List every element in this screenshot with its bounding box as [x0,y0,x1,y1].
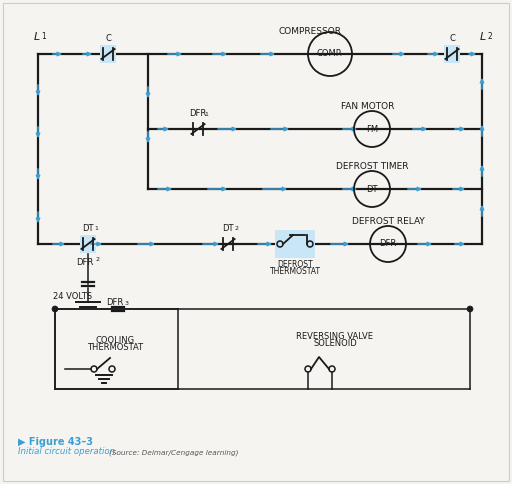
Text: THERMOSTAT: THERMOSTAT [269,267,321,276]
Text: DEFROST TIMER: DEFROST TIMER [336,162,408,171]
Text: Initial circuit operation.: Initial circuit operation. [18,447,118,456]
Text: DFR: DFR [106,298,123,307]
Text: DEFROST: DEFROST [277,260,313,269]
Text: DEFROST RELAY: DEFROST RELAY [352,217,424,226]
Text: C: C [105,34,111,43]
Text: DT: DT [366,184,378,194]
Text: ▶ Figure 43–3: ▶ Figure 43–3 [18,437,93,447]
Bar [100,45,116,63]
Bar [444,45,460,63]
Text: DFR: DFR [76,258,94,267]
Text: 24 VOLTS: 24 VOLTS [53,292,92,301]
Text: L: L [34,32,40,42]
Text: 1: 1 [94,227,98,231]
Text: REVERSING VALVE: REVERSING VALVE [296,332,373,341]
Text: FM: FM [366,124,378,134]
Text: DFR: DFR [189,109,207,118]
Text: COMP.: COMP. [317,49,343,59]
Text: DT: DT [222,224,234,233]
Text: THERMOSTAT: THERMOSTAT [87,343,143,352]
Bar [275,230,315,258]
Text: DFR: DFR [379,240,397,248]
Text: COOLING: COOLING [95,336,135,345]
Text: (Source: Delmar/Cengage learning): (Source: Delmar/Cengage learning) [109,450,239,456]
Bar [80,235,96,253]
Text: 1: 1 [204,111,208,117]
Text: 2: 2 [487,32,493,41]
Circle shape [467,306,473,312]
Text: COMPRESSOR: COMPRESSOR [279,27,342,36]
Text: 3: 3 [125,301,129,306]
Text: 2: 2 [234,227,238,231]
Circle shape [52,306,58,312]
Text: FAN MOTOR: FAN MOTOR [342,102,395,111]
Text: 1: 1 [41,32,47,41]
Text: 2: 2 [95,257,99,262]
Text: SOLENOID: SOLENOID [313,339,357,348]
Text: C: C [449,34,455,43]
Text: L: L [480,32,486,42]
Text: DT: DT [82,224,94,233]
